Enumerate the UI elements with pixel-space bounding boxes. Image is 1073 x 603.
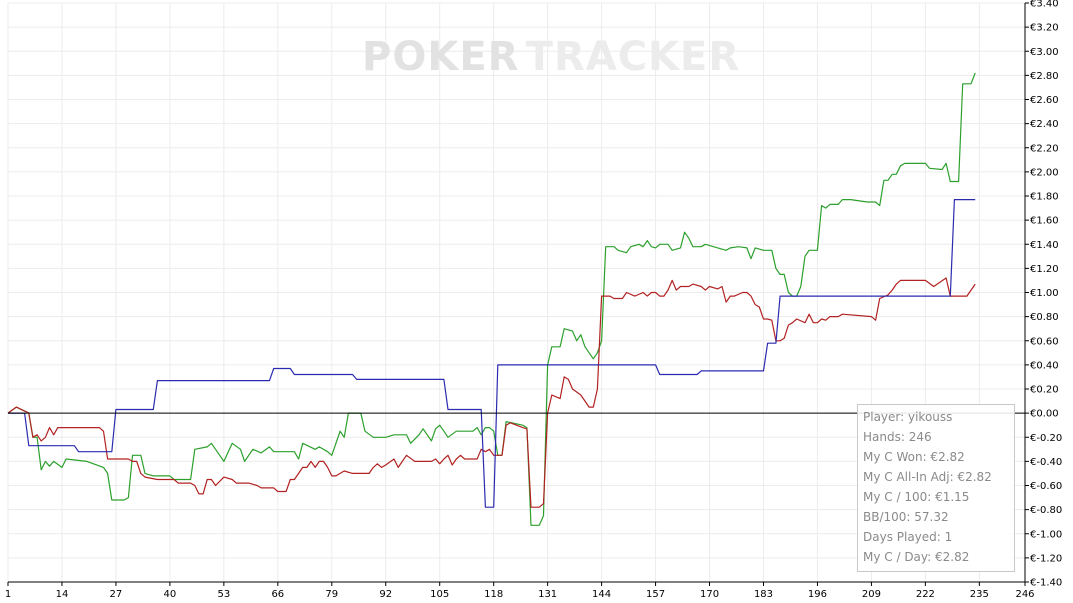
watermark-logo: POKER TRACKER bbox=[362, 34, 740, 80]
y-tick-label: €-1.40 bbox=[1030, 578, 1062, 589]
watermark-tracker: TRACKER bbox=[526, 34, 741, 80]
y-tick-label: €0.80 bbox=[1030, 312, 1059, 323]
series-line-won bbox=[7, 72, 976, 526]
y-tick-label: €-0.60 bbox=[1030, 481, 1062, 492]
y-tick-label: €-1.20 bbox=[1030, 553, 1062, 564]
y-tick-label: €0.00 bbox=[1030, 409, 1059, 420]
x-tick-label: 170 bbox=[700, 589, 719, 600]
y-tick-label: €0.20 bbox=[1030, 385, 1059, 396]
x-tick-label: 157 bbox=[646, 589, 665, 600]
y-tick-label: €2.40 bbox=[1030, 119, 1059, 130]
x-tick-label: 196 bbox=[808, 589, 827, 600]
y-tick-label: €1.00 bbox=[1030, 288, 1059, 299]
y-tick-label: €2.80 bbox=[1030, 71, 1059, 82]
series-line-blue bbox=[8, 199, 976, 508]
y-tick-label: €1.60 bbox=[1030, 216, 1059, 227]
y-tick-label: €2.00 bbox=[1030, 167, 1059, 178]
watermark-poker: POKER bbox=[362, 34, 518, 80]
series-lines bbox=[7, 72, 976, 526]
y-tick-label: €-0.80 bbox=[1030, 505, 1062, 516]
y-tick-label: €-0.40 bbox=[1030, 457, 1062, 468]
stat-won: My C Won: €2.82 bbox=[863, 450, 965, 464]
x-tick-label: 144 bbox=[592, 589, 611, 600]
y-tick-label: €-1.00 bbox=[1030, 529, 1062, 540]
x-tick-label: 118 bbox=[484, 589, 503, 600]
y-tick-label: €-0.20 bbox=[1030, 433, 1062, 444]
x-tick-label: 246 bbox=[1015, 589, 1034, 600]
stat-per-100: My C / 100: €1.15 bbox=[863, 490, 970, 504]
x-tick-label: 222 bbox=[916, 589, 935, 600]
stat-per-day: My C / Day: €2.82 bbox=[863, 550, 970, 564]
y-tick-label: €3.20 bbox=[1030, 23, 1059, 34]
y-tick-label: €2.60 bbox=[1030, 95, 1059, 106]
stats-legend: Player: yikouss Hands: 246 My C Won: €2.… bbox=[857, 404, 1015, 572]
y-tick-label: €3.00 bbox=[1030, 47, 1059, 58]
x-tick-label: 66 bbox=[271, 589, 284, 600]
x-tick-label: 235 bbox=[970, 589, 989, 600]
y-tick-label: €0.60 bbox=[1030, 336, 1059, 347]
x-tick-label: 105 bbox=[430, 589, 449, 600]
y-tick-label: €3.40 bbox=[1030, 0, 1059, 10]
y-tick-labels: €3.40 €3.20 €3.00 €2.80 €2.60 €2.40 €2.20 €2.00… bbox=[1025, 0, 1062, 589]
y-tick-label: €1.20 bbox=[1030, 264, 1059, 275]
y-tick-label: €0.40 bbox=[1030, 360, 1059, 371]
x-tick-label: 209 bbox=[862, 589, 881, 600]
x-tick-label: 14 bbox=[56, 589, 69, 600]
x-tick-label: 131 bbox=[538, 589, 557, 600]
stat-days-played: Days Played: 1 bbox=[863, 530, 953, 544]
x-tick-label: 40 bbox=[164, 589, 177, 600]
y-tick-label: €1.40 bbox=[1030, 240, 1059, 251]
stat-allin-adj: My C All-In Adj: €2.82 bbox=[863, 470, 992, 484]
stat-bb-100: BB/100: 57.32 bbox=[863, 510, 949, 524]
x-tick-label: 1 bbox=[5, 589, 11, 600]
stat-player: Player: yikouss bbox=[863, 410, 953, 424]
y-tick-label: €2.20 bbox=[1030, 143, 1059, 154]
x-tick-label: 79 bbox=[325, 589, 338, 600]
series-line-allin-adj bbox=[7, 277, 976, 508]
x-tick-labels: 1 14 27 40 53 66 79 92 105 118 131 144 157 170 183 196 2… bbox=[5, 582, 1035, 600]
x-tick-label: 27 bbox=[110, 589, 123, 600]
x-tick-label: 183 bbox=[754, 589, 773, 600]
x-tick-label: 53 bbox=[217, 589, 230, 600]
x-tick-label: 92 bbox=[379, 589, 392, 600]
y-tick-label: €1.80 bbox=[1030, 192, 1059, 203]
stat-hands: Hands: 246 bbox=[863, 430, 932, 444]
